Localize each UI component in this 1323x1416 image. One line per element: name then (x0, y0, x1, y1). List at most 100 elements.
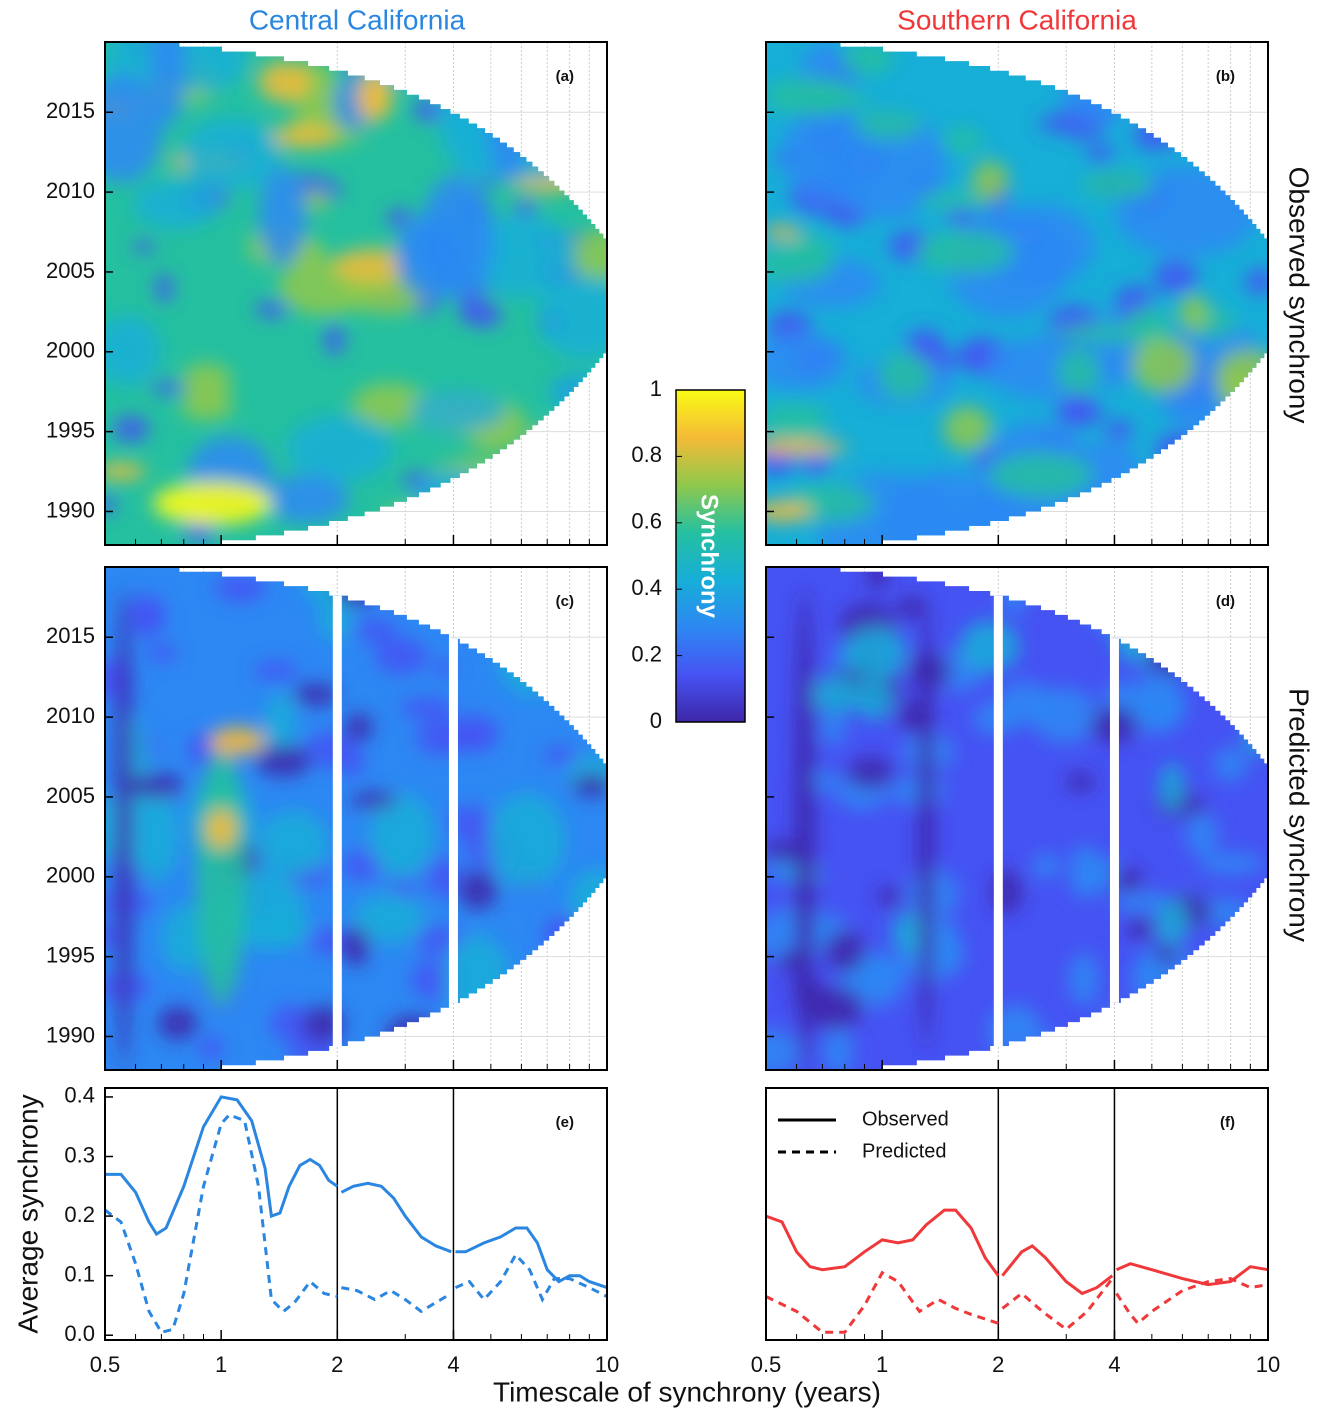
x-tick-label: 10 (1256, 1352, 1280, 1377)
heatmap-blob (1159, 762, 1185, 812)
heatmap-blob (1212, 747, 1248, 782)
heatmap-blob (399, 697, 456, 719)
y-tick-label: 2000 (46, 338, 95, 363)
heatmap-blob (351, 382, 428, 428)
panel: Observed Predicted (f) 0.5 1 2 4 10 (751, 1087, 1280, 1377)
column-title: Southern California (897, 4, 1137, 35)
heatmap-blob (350, 792, 398, 810)
x-tick-label: 10 (595, 1352, 619, 1377)
heatmap-blob (198, 1036, 224, 1060)
y-tick-label: 1990 (46, 497, 95, 522)
heatmap-blob (1198, 852, 1265, 875)
heatmap-blob (324, 325, 345, 356)
heatmap-blob (958, 347, 980, 369)
colorbar-tick-label: 0 (650, 708, 662, 733)
heatmap-blob (258, 165, 307, 265)
panel-frame (104, 1087, 608, 1341)
heatmap-blob (395, 219, 464, 299)
y-tick-label: 1995 (46, 942, 95, 967)
heatmap-blob (809, 770, 839, 793)
heatmap-blob (1153, 259, 1198, 295)
heatmap-blob (369, 793, 434, 880)
panel: (c) 1990 1995 2000 2005 2010 2015 (46, 566, 608, 1071)
y-tick-label: 1990 (46, 1022, 95, 1047)
heatmap-blob (1178, 293, 1209, 332)
x-tick-label: 0.5 (90, 1352, 121, 1377)
heatmap-blob (129, 790, 180, 884)
legend-label: Observed (862, 1108, 949, 1130)
line-series (105, 1095, 608, 1290)
heatmap-blob (1112, 891, 1172, 914)
heatmap-blob (987, 452, 1095, 498)
heatmap-blob (182, 117, 280, 192)
heatmap-blob (257, 810, 328, 877)
heatmap-blob (971, 160, 1009, 201)
heatmap-blob (794, 588, 815, 1069)
heatmap-blob (806, 986, 864, 1030)
colorbar-tick-label: 0.4 (631, 575, 662, 600)
heatmap-blob (1086, 144, 1115, 163)
heatmap-blob (819, 715, 847, 745)
heatmap-blob (1131, 336, 1196, 394)
heatmap-blob (1069, 844, 1100, 900)
heatmap-blob (265, 474, 349, 524)
heatmap-blob (269, 1004, 314, 1042)
heatmap-blob (215, 573, 267, 603)
heatmap-blob (264, 693, 296, 759)
heatmap-blob (945, 207, 978, 226)
colorbar-tick-label: 0.2 (631, 641, 662, 666)
heatmap-blob (918, 608, 935, 1049)
heatmap-blob (847, 756, 894, 790)
heatmap-blob (149, 381, 192, 395)
line-series (765, 1208, 1269, 1296)
panel: (b) (765, 41, 1269, 546)
heatmap-blob (447, 804, 493, 842)
heatmap-blob (822, 1026, 854, 1070)
heatmap-blob (766, 401, 828, 441)
heatmap-blob (466, 302, 503, 328)
panel-frame (765, 41, 1269, 546)
heatmap-blob (147, 644, 178, 663)
heatmap-blob (205, 808, 238, 849)
heatmap-blob (227, 871, 305, 950)
panel: (e) Average synchrony 0.5 1 2 4 10 0.0 0.1 0.2 0.3… (12, 1083, 619, 1377)
heatmap-blob (536, 276, 607, 359)
panel-background (766, 1088, 1268, 1340)
heatmap-blob (374, 637, 428, 675)
panel-label: (b) (1216, 68, 1235, 85)
panel-label: (f) (1220, 1114, 1235, 1131)
y-tick-label: 2005 (46, 258, 95, 283)
column-title: Central California (249, 4, 466, 35)
heatmap-blob (129, 773, 184, 799)
x-tick-label: 2 (331, 1352, 343, 1377)
y-tick-label: 0.3 (64, 1142, 95, 1167)
heatmap-blob (180, 390, 234, 421)
heatmap-blob (258, 61, 311, 103)
x-tick-label: 0.5 (751, 1352, 782, 1377)
heatmap-blob (1031, 687, 1098, 744)
heatmap-blob (413, 98, 445, 122)
heatmap-blob (286, 415, 394, 482)
heatmap-blob (542, 746, 578, 765)
panel-label: (e) (556, 1114, 574, 1131)
line-series (765, 1270, 1269, 1334)
heatmap-blob (115, 588, 132, 1069)
heatmap-blob (254, 301, 289, 318)
heatmap-blob (386, 208, 413, 229)
legend-label: Predicted (862, 1140, 947, 1162)
heatmap-blob (133, 239, 155, 254)
heatmap-blob (353, 894, 425, 943)
x-tick-label: 4 (1108, 1352, 1120, 1377)
x-tick-label: 2 (992, 1352, 1004, 1377)
panel-frame (104, 566, 608, 1071)
heatmap-blob (1155, 898, 1189, 946)
heatmap-blob (255, 744, 312, 777)
heatmap-blob (415, 718, 470, 756)
heatmap-blob (844, 626, 907, 680)
heatmap-blob (1245, 268, 1268, 296)
heatmap-blob (801, 453, 830, 476)
y-tick-label: 0.0 (64, 1321, 95, 1346)
y-tick-label: 2015 (46, 98, 95, 123)
heatmap-blob (766, 332, 847, 391)
heatmap-blob (829, 111, 948, 220)
